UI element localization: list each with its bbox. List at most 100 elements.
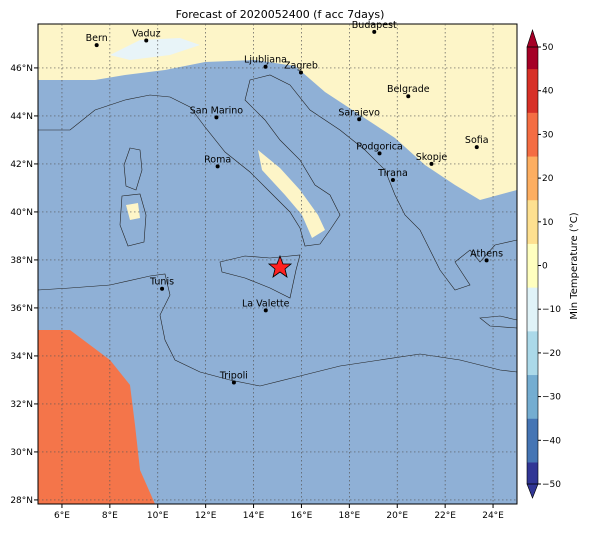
colorbar-tick-label: 10: [542, 218, 554, 228]
colorbar-band: [527, 68, 538, 91]
colorbar-label: Min Temperature (°C): [569, 212, 580, 319]
location-star: [267, 254, 293, 278]
colorbar-tick-label: 20: [542, 174, 554, 184]
colorbar-extend: [526, 29, 539, 48]
city-label: Skopje: [416, 152, 448, 163]
y-tick-label: 28°N: [10, 496, 33, 506]
city-dot: [298, 70, 303, 75]
overlay: 6°E 8°E 10°E 12°E 14°E 16°E 18°E 20°E 22°E 24°E 28…: [10, 20, 580, 521]
land-corsica: [123, 147, 143, 191]
x-tick-label: 10°E: [147, 511, 169, 521]
colorbar-band: [527, 418, 538, 441]
city-dot: [94, 43, 99, 48]
city-label: Vaduz: [132, 29, 161, 40]
colorbar-tick-label: 0: [542, 262, 548, 272]
colorbar-band: [527, 112, 538, 135]
city-dot: [263, 308, 268, 313]
x-tick-label: 16°E: [291, 511, 313, 521]
city-label: Athens: [470, 248, 503, 259]
city-label: Podgorica: [356, 141, 403, 152]
city-label: Sofia: [465, 135, 489, 146]
city-dot: [144, 38, 149, 43]
colorbar-tick-label: −50: [542, 480, 561, 490]
colorbar-band: [527, 265, 538, 288]
city-dot: [263, 64, 268, 69]
title: Forecast of 2020052400 (f acc 7days): [176, 8, 385, 21]
city-dot: [484, 258, 489, 263]
cold-alps: [110, 38, 200, 60]
land-europe: [38, 24, 517, 291]
city-label: Belgrade: [387, 84, 430, 95]
city-label: Tunis: [149, 277, 174, 288]
x-tick-label: 8°E: [102, 511, 118, 521]
colorbar-band: [527, 287, 538, 310]
y-tick-label: 40°N: [10, 208, 33, 218]
colorbar-band: [527, 396, 538, 419]
cool-land: [126, 203, 140, 220]
x-tick-label: 24°E: [482, 511, 504, 521]
city-label: Budapest: [352, 20, 397, 31]
city-dot: [372, 29, 377, 34]
colorbar-band: [527, 352, 538, 376]
colorbar-tick-label: 40: [542, 87, 554, 97]
cool-land: [258, 150, 325, 238]
colorbar-tick-label: −30: [542, 393, 561, 403]
colorbar-band: [527, 156, 538, 179]
x-tick-label: 14°E: [243, 511, 265, 521]
y-tick-label: 42°N: [10, 160, 33, 170]
map-frame: [37, 23, 518, 505]
colorbar-tick-label: −10: [542, 305, 561, 315]
city-dot: [215, 164, 220, 169]
x-tick-label: 22°E: [434, 511, 456, 521]
colorbar-extend: [526, 483, 539, 499]
colorbar-band: [527, 221, 538, 244]
city-dot: [231, 380, 236, 385]
land-sicily: [219, 254, 301, 299]
city-dot: [357, 117, 362, 122]
y-tick-label: 46°N: [10, 64, 33, 74]
city-label: La Valette: [242, 298, 290, 309]
city-label: Sarajevo: [338, 107, 380, 118]
city-label: Tirana: [377, 168, 408, 179]
city-label: Zagreb: [284, 60, 318, 71]
y-tick-label: 36°N: [10, 304, 33, 314]
x-tick-label: 18°E: [339, 511, 361, 521]
city-dot: [160, 286, 165, 291]
y-tick-label: 30°N: [10, 448, 33, 458]
x-tick-label: 20°E: [386, 511, 408, 521]
colorbar-band: [527, 199, 538, 223]
colorbar-band: [527, 134, 538, 157]
y-tick-label: 44°N: [10, 112, 33, 122]
city-label: San Marino: [190, 105, 243, 116]
city-dot: [406, 94, 411, 99]
colorbar-tick-label: 30: [542, 130, 554, 140]
city-label: Bern: [86, 33, 108, 44]
colorbar-band: [527, 331, 538, 354]
city-dot: [214, 115, 219, 120]
y-tick-label: 34°N: [10, 352, 33, 362]
colorbar-band: [527, 243, 538, 266]
city-dot: [474, 145, 479, 150]
y-tick-label: 32°N: [10, 400, 33, 410]
city-label: Ljubljana: [244, 55, 287, 66]
city-dot: [377, 151, 382, 156]
city-label: Roma: [204, 154, 231, 165]
colorbar-tick-label: −40: [542, 436, 561, 446]
colorbar-band: [527, 374, 538, 397]
city-label: Tripoli: [219, 371, 248, 382]
city-dot: [429, 161, 434, 166]
y-tick-label: 38°N: [10, 256, 33, 266]
colorbar-tick-label: −20: [542, 349, 561, 359]
land-crete: [479, 315, 517, 329]
city-dot: [390, 178, 395, 182]
colorbar-tick-label: 50: [542, 43, 554, 53]
hot-land: [38, 330, 155, 504]
colorbar-band: [527, 47, 538, 70]
colorbar-band: [527, 309, 538, 332]
x-tick-label: 12°E: [195, 511, 217, 521]
colorbar-band: [527, 440, 538, 463]
land-sardinia: [119, 193, 147, 247]
colorbar-band: [527, 90, 538, 113]
